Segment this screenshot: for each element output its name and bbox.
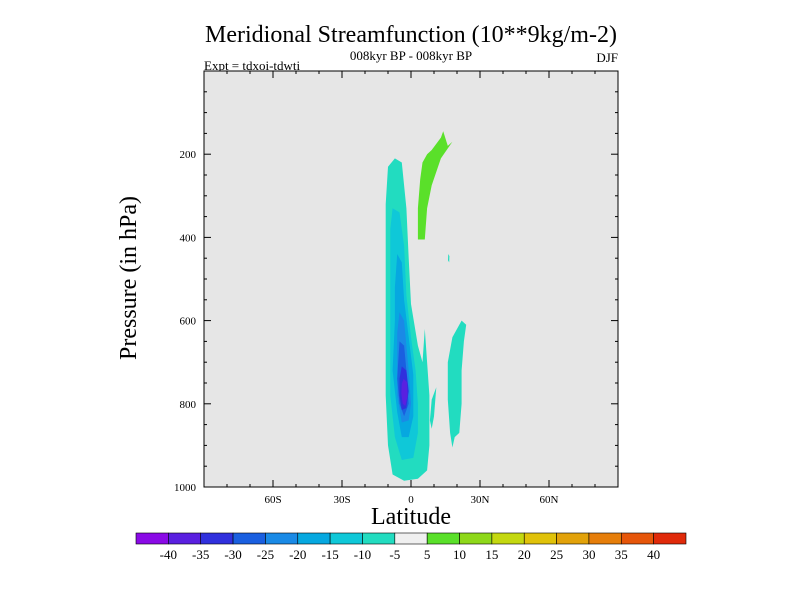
colorbar-swatch — [297, 532, 331, 545]
y-tick-label: 800 — [180, 399, 197, 411]
contour-region-6 — [401, 378, 408, 406]
colorbar: -40 -35 -30 -25 -20 -15 -10 -5 5 10 15 20 25 30 35 40 — [135, 532, 687, 562]
colorbar-label: 15 — [485, 547, 498, 562]
x-axis-label: Latitude — [371, 504, 451, 530]
colorbar-label: 35 — [615, 547, 628, 562]
y-tick-label: 200 — [180, 149, 197, 161]
y-tick-label: 600 — [180, 316, 197, 328]
colorbar-label: -20 — [289, 547, 306, 562]
y-axis-label: Pressure (in hPa) — [116, 196, 142, 360]
colorbar-label: -35 — [192, 547, 209, 562]
chart-subtitle-center: 008kyr BP - 008kyr BP — [350, 48, 472, 63]
axis-ticks: 60S 30S 0 30N 60N 200 400 600 800 1000 — [174, 71, 618, 506]
colorbar-label: -30 — [224, 547, 241, 562]
colorbar-label: 30 — [582, 547, 595, 562]
colorbar-swatch — [523, 532, 557, 545]
colorbar-swatch — [200, 532, 234, 545]
colorbar-swatch — [653, 532, 687, 545]
colorbar-swatch — [426, 532, 460, 545]
y-tick-label: 400 — [180, 232, 197, 244]
x-tick-label: 0 — [408, 494, 414, 506]
colorbar-label: -5 — [389, 547, 400, 562]
colorbar-swatch — [232, 532, 266, 545]
y-tick-label: 1000 — [174, 482, 197, 494]
colorbar-label: 10 — [453, 547, 466, 562]
chart-subtitle-right: DJF — [596, 50, 618, 65]
contour-region-10 — [429, 387, 437, 429]
colorbar-label: 5 — [424, 547, 431, 562]
x-tick-label: 60S — [264, 494, 281, 506]
colorbar-label: -15 — [321, 547, 338, 562]
colorbar-swatch — [135, 532, 169, 545]
colorbar-label: 20 — [518, 547, 531, 562]
chart-title: Meridional Streamfunction (10**9kg/m-2) — [205, 22, 617, 48]
colorbar-label: -25 — [257, 547, 274, 562]
colorbar-swatch — [620, 532, 654, 545]
x-tick-label: 30S — [333, 494, 350, 506]
colorbar-label: 40 — [647, 547, 660, 562]
contour-region-8 — [447, 320, 467, 448]
colorbar-swatch — [265, 532, 299, 545]
colorbar-swatch — [459, 532, 493, 545]
colorbar-swatch — [556, 532, 590, 545]
contour-region-9 — [448, 254, 450, 263]
colorbar-swatch — [168, 532, 202, 545]
colorbar-swatch — [329, 532, 363, 545]
colorbar-swatch — [491, 532, 525, 545]
colorbar-swatch — [588, 532, 622, 545]
colorbar-label: -10 — [354, 547, 371, 562]
colorbar-label: -40 — [160, 547, 177, 562]
x-tick-label: 30N — [471, 494, 490, 506]
chart-subtitle-left: Expt = tdxoi-tdwti — [204, 58, 301, 73]
colorbar-swatch — [394, 532, 428, 545]
colorbar-label: 25 — [550, 547, 563, 562]
x-tick-label: 60N — [540, 494, 559, 506]
colorbar-swatch — [362, 532, 396, 545]
contour-region-7 — [417, 131, 453, 240]
contour-layer — [385, 131, 467, 481]
